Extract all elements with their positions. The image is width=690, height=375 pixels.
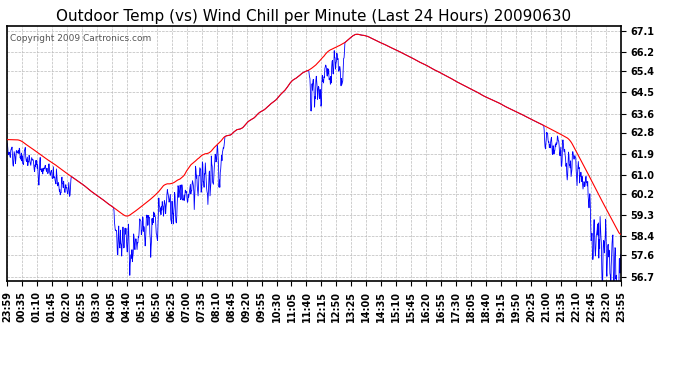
Text: Copyright 2009 Cartronics.com: Copyright 2009 Cartronics.com — [10, 34, 151, 43]
Title: Outdoor Temp (vs) Wind Chill per Minute (Last 24 Hours) 20090630: Outdoor Temp (vs) Wind Chill per Minute … — [57, 9, 571, 24]
